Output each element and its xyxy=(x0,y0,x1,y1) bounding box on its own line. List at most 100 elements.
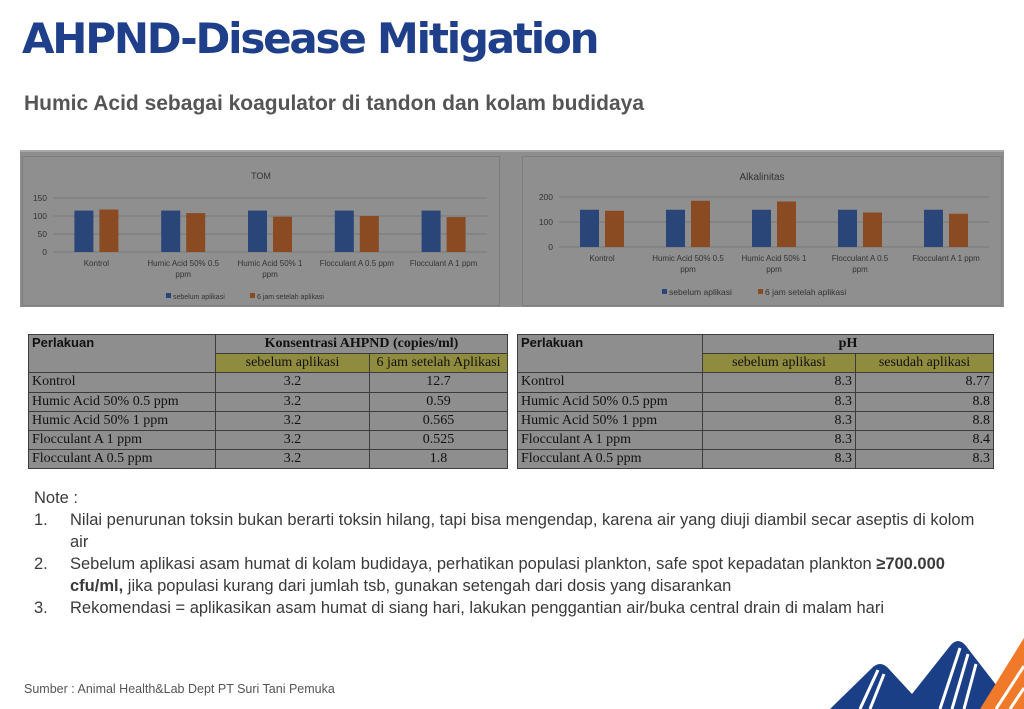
cell-before: 3.2 xyxy=(215,449,370,470)
chart-svg: Alkalinitas 0 100 200 Kontrol Humic Acid 50% … xyxy=(539,172,989,297)
x-tick-label: Flocculant A 1 ppm xyxy=(912,254,980,263)
table-row: Humic Acid 50% 0.5 ppm 8.3 8.8 xyxy=(517,391,994,412)
column-group-header: Konsentrasi AHPND (copies/ml) xyxy=(215,333,508,355)
notes-heading: Note : xyxy=(34,489,79,507)
x-tick-label: Humic Acid 50% 1 xyxy=(742,254,807,263)
cell-before: 8.3 xyxy=(702,372,856,393)
table-row: Kontrol 8.3 8.77 xyxy=(517,372,994,393)
row-label: Humic Acid 50% 0.5 ppm xyxy=(28,391,216,412)
x-tick-label: Flocculant A 0.5 xyxy=(832,254,889,263)
cell-before: 3.2 xyxy=(215,429,370,451)
note-text-bold: ≥700.000 cfu/ml, xyxy=(70,555,945,595)
x-tick-label: Kontrol xyxy=(84,259,110,268)
cell-before: 3.2 xyxy=(215,391,370,412)
row-label: Flocculant A 1 ppm xyxy=(517,429,703,451)
cell-after: 8.3 xyxy=(855,449,994,470)
y-tick-label: 200 xyxy=(539,192,553,202)
cell-before: 8.3 xyxy=(702,410,856,431)
cell-after: 8.8 xyxy=(855,410,994,431)
note-item: 3. Rekomendasi = aplikasikan asam humat … xyxy=(34,597,994,619)
note-item: 2. Sebelum aplikasi asam humat di kolam … xyxy=(34,553,994,597)
y-tick-label: 50 xyxy=(38,229,48,239)
y-tick-label: 100 xyxy=(539,217,553,227)
bar-after xyxy=(446,217,466,252)
y-tick-label: 0 xyxy=(42,247,47,257)
row-label: Kontrol xyxy=(517,372,703,393)
bar-after xyxy=(777,201,796,247)
cell-after: 8.4 xyxy=(855,429,994,451)
legend-label: sebelum aplikasi xyxy=(669,287,732,297)
bar-after xyxy=(605,210,624,247)
legend-swatch xyxy=(166,293,171,298)
chart-title: TOM xyxy=(251,171,271,181)
bar-before xyxy=(161,210,181,252)
x-tick-label: Humic Acid 50% 0.5 xyxy=(147,259,219,268)
subheader-before: sebelum aplikasi xyxy=(702,353,856,374)
page-subtitle: Humic Acid sebagai koagulator di tandon … xyxy=(24,92,644,115)
column-header-perlakuan: Perlakuan xyxy=(28,333,216,374)
note-text: Sebelum aplikasi asam humat di kolam bud… xyxy=(70,553,994,597)
ahpnd-table-container: Perlakuan Konsentrasi AHPND (copies/ml) … xyxy=(28,333,508,470)
cell-after: 0.525 xyxy=(369,429,508,451)
bar-after xyxy=(691,200,710,247)
table-row: Flocculant A 1 ppm 3.2 0.525 xyxy=(28,429,508,451)
subheader-before: sebelum aplikasi xyxy=(215,353,370,374)
cell-before: 8.3 xyxy=(702,449,856,470)
note-number: 1. xyxy=(34,511,48,529)
notes-section: Note : 1. Nilai penurunan toksin bukan b… xyxy=(34,487,994,619)
table-row: Flocculant A 1 ppm 8.3 8.4 xyxy=(517,429,994,451)
row-label: Humic Acid 50% 1 ppm xyxy=(517,410,703,431)
bar-before xyxy=(334,210,354,252)
bar-after xyxy=(949,213,968,247)
legend-label: 6 jam setelah aplikasi xyxy=(257,294,324,301)
ph-table: Perlakuan pH sebelum aplikasi sesudah ap… xyxy=(517,333,994,470)
chart-title: Alkalinitas xyxy=(739,172,784,183)
note-text: Rekomendasi = aplikasikan asam humat di … xyxy=(70,599,884,617)
row-label: Flocculant A 0.5 ppm xyxy=(28,449,216,470)
bar-before xyxy=(74,210,94,252)
alkalinitas-chart: Alkalinitas 0 100 200 Kontrol Humic Acid 50% … xyxy=(522,156,1002,306)
y-tick-label: 0 xyxy=(548,242,553,252)
cell-before: 8.3 xyxy=(702,391,856,412)
legend-swatch xyxy=(250,293,255,298)
x-tick-label: Humic Acid 50% 0.5 xyxy=(652,254,724,263)
row-label: Flocculant A 1 ppm xyxy=(28,429,216,451)
subheader-after: 6 jam setelah Aplikasi xyxy=(369,353,508,374)
row-label: Humic Acid 50% 1 ppm xyxy=(28,410,216,431)
legend-swatch xyxy=(662,289,667,294)
cell-after: 8.8 xyxy=(855,391,994,412)
x-tick-label: Flocculant A 0.5 ppm xyxy=(320,259,395,268)
x-tick-label: ppm xyxy=(262,270,278,279)
bar-before xyxy=(924,209,943,247)
tom-chart: TOM 0 50 100 150 Kontrol Humic Acid 50% 0.5 ppm… xyxy=(22,156,500,306)
bar-before xyxy=(752,209,771,247)
ph-table-container: Perlakuan pH sebelum aplikasi sesudah ap… xyxy=(517,333,994,470)
table-row: Humic Acid 50% 1 ppm 8.3 8.8 xyxy=(517,410,994,431)
charts-area: TOM 0 50 100 150 Kontrol Humic Acid 50% 0.5 ppm… xyxy=(20,150,1004,307)
cell-after: 12.7 xyxy=(369,372,508,393)
row-label: Humic Acid 50% 0.5 ppm xyxy=(517,391,703,412)
x-tick-label: ppm xyxy=(680,265,696,274)
bar-after xyxy=(863,212,882,247)
cell-before: 3.2 xyxy=(215,372,370,393)
chart-svg: TOM 0 50 100 150 Kontrol Humic Acid 50% 0.5 ppm… xyxy=(33,171,487,301)
table-row: Flocculant A 0.5 ppm 8.3 8.3 xyxy=(517,449,994,470)
cell-after: 8.77 xyxy=(855,372,994,393)
source-citation: Sumber : Animal Health&Lab Dept PT Suri … xyxy=(24,682,335,696)
note-text: Nilai penurunan toksin bukan berarti tok… xyxy=(70,511,975,551)
row-label: Kontrol xyxy=(28,372,216,393)
cell-after: 1.8 xyxy=(369,449,508,470)
bar-before xyxy=(580,209,599,247)
bar-before xyxy=(421,210,441,252)
bar-after xyxy=(359,216,379,252)
bar-before xyxy=(666,209,685,247)
note-number: 3. xyxy=(34,599,48,617)
y-tick-label: 100 xyxy=(33,211,47,221)
cell-after: 0.59 xyxy=(369,391,508,412)
bar-after xyxy=(99,209,119,252)
bar-after xyxy=(186,213,206,252)
column-header-perlakuan: Perlakuan xyxy=(517,333,703,374)
ahpnd-table: Perlakuan Konsentrasi AHPND (copies/ml) … xyxy=(28,333,508,470)
legend-label: 6 jam setelah aplikasi xyxy=(765,287,846,297)
x-tick-label: ppm xyxy=(852,265,868,274)
